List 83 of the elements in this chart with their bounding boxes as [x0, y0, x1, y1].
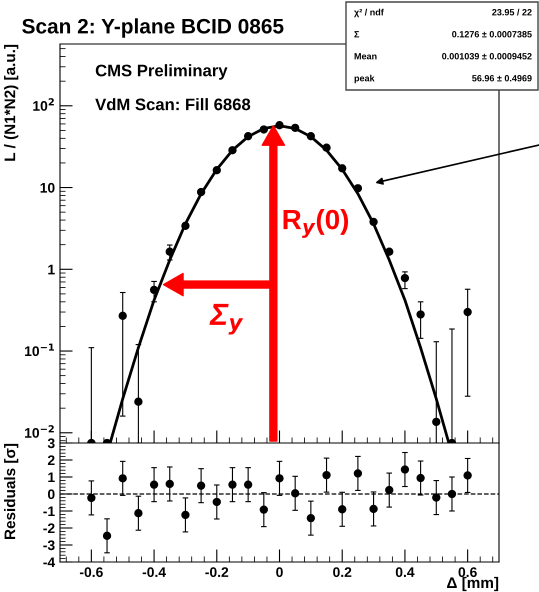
x-tick-label: 0.2: [333, 567, 352, 578]
y-tick-label: 1: [48, 472, 55, 482]
annotation: peak: [354, 74, 375, 84]
text: χ² / ndf: [354, 8, 384, 18]
text: 0.1276 ± 0.0007385: [452, 31, 532, 38]
point: [166, 480, 174, 488]
point: [87, 494, 96, 502]
point: [134, 398, 143, 406]
point: [181, 510, 190, 520]
y-tick-label: 1: [48, 264, 55, 274]
x-tick-label: 0.4: [396, 567, 415, 578]
point: [150, 480, 158, 489]
y-tick-label: 2: [48, 455, 55, 466]
point: [212, 166, 221, 174]
y-tick-label: 10$^{−2}$: [25, 425, 54, 438]
point: [102, 532, 112, 540]
point: [134, 509, 143, 518]
y-axis-title: L / (N1*N2) [a.u.]: [4, 44, 18, 161]
y-tick-label: -1: [43, 506, 55, 516]
point: [166, 248, 174, 256]
point: [196, 482, 206, 490]
point: [432, 418, 440, 426]
point: [400, 465, 410, 474]
y-tick-label: 10$^{2}$: [33, 98, 54, 111]
annotation: VdM Scan: Fill 6868: [95, 98, 250, 110]
text: 23.95 / 22: [492, 8, 532, 16]
point: [260, 505, 268, 514]
point: [260, 125, 268, 134]
point: [228, 480, 237, 489]
point: [275, 121, 284, 130]
point: [416, 474, 425, 482]
annotation: CMS Preliminary: [96, 64, 228, 80]
annotation: R$_{y}$(0): [284, 208, 348, 238]
x-tick-label: -0.6: [80, 567, 103, 578]
point: [463, 471, 472, 480]
point: [275, 474, 284, 483]
y-tick-label: -3: [43, 540, 55, 550]
x-tick-label: 0: [276, 567, 283, 578]
point: [150, 286, 158, 294]
point: [385, 248, 394, 256]
point: [432, 493, 440, 502]
y-tick-label: 10$^{−1}$: [25, 344, 54, 356]
x-tick-label: -0.4: [142, 567, 166, 578]
point: [196, 188, 206, 196]
y-tick-label: 3: [48, 438, 55, 448]
y-axis-title: Residuals [σ]: [4, 444, 18, 540]
text: Σ: [354, 31, 360, 38]
x-axis-title: Δ [mm]: [447, 576, 498, 592]
point: [291, 124, 300, 132]
point: [228, 146, 237, 154]
point: [118, 312, 127, 320]
y-tick-label: -4: [43, 557, 56, 568]
point: [306, 132, 316, 140]
point: [448, 490, 456, 498]
point: [369, 218, 378, 226]
annotation: 56.96 ± 0.4969: [472, 75, 532, 82]
x-tick-label: 0.6: [458, 567, 477, 578]
point: [463, 308, 472, 316]
point: [416, 310, 425, 319]
y-tick-label: 0: [48, 489, 55, 500]
point: [369, 504, 378, 514]
point: [212, 498, 221, 506]
point: [118, 474, 127, 483]
point: [354, 469, 362, 478]
annotation: Σ$_{y}$: [209, 304, 244, 335]
point: [354, 184, 362, 192]
x-tick-label: -0.2: [205, 567, 228, 578]
point: [181, 222, 190, 230]
point: [244, 480, 252, 489]
y-tick-label: -2: [43, 523, 55, 534]
point: [400, 274, 410, 282]
y-tick-label: 10: [40, 182, 55, 193]
point: [322, 144, 331, 152]
annotation: Mean: [354, 53, 377, 60]
point: [306, 514, 316, 522]
point: [244, 132, 252, 140]
annotation: 0.001039 ± 0.0009452: [442, 53, 532, 60]
point: [338, 164, 346, 172]
point: [291, 489, 300, 498]
point: [322, 470, 331, 480]
point: [385, 486, 394, 494]
chart-title: Scan 2: Y-plane BCID 0865: [22, 18, 284, 38]
point: [338, 505, 346, 514]
